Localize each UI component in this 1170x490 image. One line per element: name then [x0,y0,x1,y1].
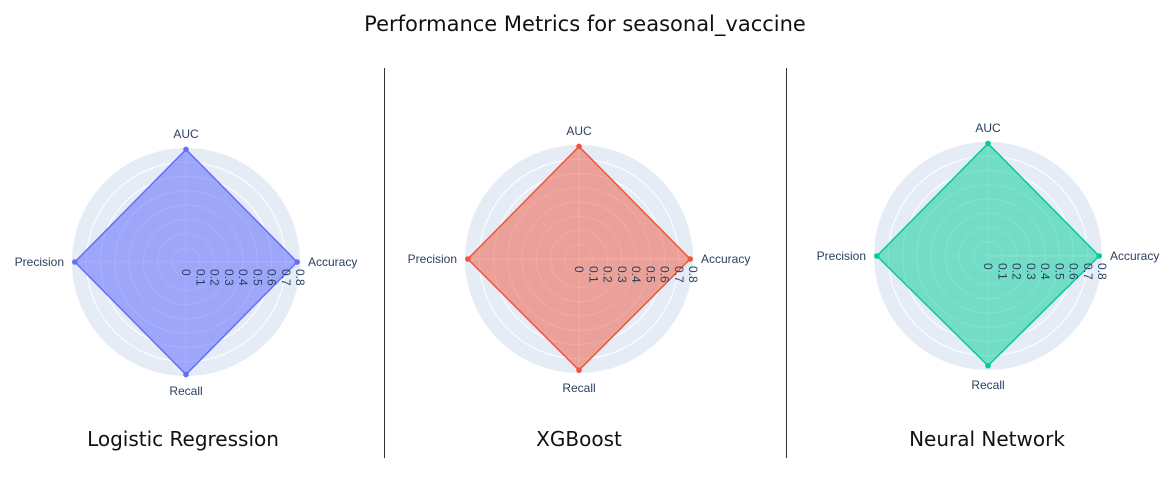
axis-label-auc: AUC [975,121,1001,135]
data-point-accuracy [294,259,300,265]
radial-tick-label: 0.1 [586,266,600,283]
axis-label-auc: AUC [173,127,199,141]
radial-tick-label: 0.5 [643,266,657,283]
radial-tick-label: 0.8 [293,269,307,286]
axis-label-precision: Precision [817,249,866,263]
radial-tick-label: 0.1 [193,269,207,286]
data-point-accuracy [687,256,693,262]
data-point-accuracy [1096,253,1102,259]
radial-tick-label: 0.5 [1052,263,1066,280]
data-point-recall [183,371,189,378]
data-point-recall [985,362,991,369]
axis-label-recall: Recall [971,378,1004,392]
radial-tick-label: 0 [572,266,586,273]
radial-tick-label: 0.3 [615,266,629,283]
radial-tick-label: 0 [981,263,995,270]
radial-tick-label: 0 [179,269,193,276]
radial-tick-label: 0.3 [1024,263,1038,280]
radial-tick-label: 0.2 [208,269,222,286]
data-point-recall [576,367,582,373]
model-name-xgboost: XGBoost [536,427,622,451]
radial-tick-label: 0.3 [222,269,236,286]
model-name-neural-network: Neural Network [909,427,1065,451]
data-point-auc [576,143,582,150]
radial-tick-label: 0.2 [601,266,615,283]
divider-right [786,68,787,458]
data-point-auc [183,146,189,153]
radial-tick-label: 0.6 [265,269,279,286]
radial-tick-label: 0.4 [236,269,250,286]
data-point-precision [874,253,880,259]
radial-tick-label: 0.7 [672,266,686,283]
axis-label-precision: Precision [408,252,457,266]
radar-panel-neural-network: 0 0.1 0.2 0.3 0.4 0.5 0.6 0.7 0.8 Accuracy AUC Prec… [792,0,1170,490]
radar-panel-logistic-regression: 0 0.1 0.2 0.3 0.4 0.5 0.6 0.7 0.8 Accuracy AUC Prec… [0,0,378,490]
data-point-precision [72,259,78,265]
radial-tick-label: 0.5 [250,269,264,286]
axis-label-recall: Recall [562,381,595,395]
axis-label-auc: AUC [566,124,592,138]
radial-tick-label: 0.4 [629,266,643,283]
radial-tick-label: 0.2 [1010,263,1024,280]
axis-label-accuracy: Accuracy [308,255,357,269]
model-name-logistic-regression: Logistic Regression [87,427,279,451]
radial-tick-label: 0.4 [1038,263,1052,280]
axis-label-recall: Recall [169,384,202,398]
radial-tick-label: 0.7 [1081,263,1095,280]
radial-tick-label: 0.8 [686,266,700,283]
radial-tick-label: 0.7 [279,269,293,286]
chart-title: Performance Metrics for seasonal_vaccine [364,12,806,36]
axis-label-accuracy: Accuracy [701,252,750,266]
radial-tick-label: 0.1 [995,263,1009,280]
data-point-auc [985,140,991,147]
axis-label-precision: Precision [15,255,64,269]
radial-tick-label: 0.6 [1067,263,1081,280]
radial-tick-label: 0.8 [1095,263,1109,280]
data-point-precision [465,256,471,262]
radial-tick-label: 0.6 [658,266,672,283]
radar-panel-xgboost: 0 0.1 0.2 0.3 0.4 0.5 0.6 0.7 0.8 Accuracy AUC Prec… [384,0,774,490]
axis-label-accuracy: Accuracy [1110,249,1159,263]
divider-left [384,68,385,458]
